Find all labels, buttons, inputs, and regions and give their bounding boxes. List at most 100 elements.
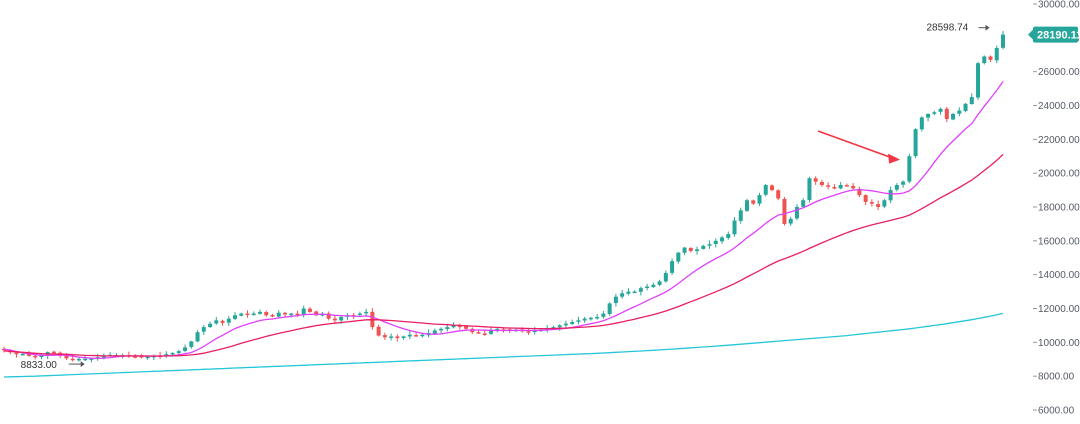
candle-body <box>20 353 25 356</box>
candle-body <box>844 185 849 187</box>
candle-body <box>769 185 774 191</box>
candle-body <box>963 103 968 112</box>
candle-body <box>751 200 756 204</box>
y-tick-label: 24000.00 <box>1038 101 1080 112</box>
candle-body <box>532 330 537 332</box>
low-price-label: 8833.00 <box>21 360 58 371</box>
candle-body <box>832 187 837 189</box>
candle-body <box>51 351 56 354</box>
candle-body <box>926 113 931 118</box>
candle-body <box>39 355 44 358</box>
candle-body <box>89 358 94 360</box>
last-price-label: 28190.11 <box>1037 30 1080 42</box>
candle-body <box>645 286 650 289</box>
candle-body <box>732 220 737 235</box>
candle-body <box>476 332 481 334</box>
candle-body <box>651 284 656 287</box>
candle-body <box>957 110 962 114</box>
candle-body <box>938 108 943 112</box>
candle-body <box>720 237 725 242</box>
candle-body <box>289 313 294 316</box>
candle-body <box>969 97 974 105</box>
candle-body <box>663 272 668 282</box>
candle-body <box>282 312 287 315</box>
candle-body <box>414 335 419 337</box>
candle-body <box>613 296 618 303</box>
candle-body <box>676 252 681 262</box>
candle-body <box>782 198 787 224</box>
candle-body <box>913 129 918 157</box>
candle-body <box>838 185 843 189</box>
candle-body <box>876 204 881 207</box>
candle-body <box>214 320 219 324</box>
candle-body <box>389 336 394 338</box>
candle-body <box>101 355 106 358</box>
candle-body <box>439 328 444 331</box>
candle-body <box>357 313 362 316</box>
candle-body <box>570 322 575 324</box>
candle-body <box>76 358 81 361</box>
candle-body <box>757 195 762 204</box>
candle-body <box>776 190 781 199</box>
y-tick-label: 10000.00 <box>1038 338 1080 349</box>
candle-body <box>326 313 331 319</box>
candle-body <box>14 352 19 355</box>
candle-body <box>432 330 437 334</box>
candle-body <box>638 288 643 292</box>
candle-body <box>245 313 250 316</box>
candle-body <box>794 207 799 219</box>
candle-body <box>919 117 924 130</box>
candle-body <box>707 244 712 246</box>
candle-body <box>170 352 175 355</box>
candle-body <box>70 358 75 361</box>
candle-body <box>626 291 631 294</box>
candle-body <box>863 195 868 202</box>
candle-body <box>420 334 425 337</box>
candle-body <box>607 303 612 314</box>
candle-body <box>851 185 856 189</box>
candle-body <box>763 185 768 195</box>
y-tick-label: 14000.00 <box>1038 270 1080 281</box>
moving-average-line-1 <box>3 81 1004 360</box>
candle-body <box>976 63 981 98</box>
candle-body <box>944 108 949 120</box>
candle-body <box>882 200 887 207</box>
candle-body <box>83 358 88 361</box>
y-tick-label: 22000.00 <box>1038 135 1080 146</box>
candle-body <box>888 190 893 201</box>
candle-body <box>464 326 469 329</box>
candle-body <box>801 200 806 207</box>
candle-body <box>495 328 500 331</box>
candle-body <box>133 356 138 358</box>
candle-body <box>145 356 150 359</box>
high-label-arrowhead <box>985 24 990 31</box>
candle-body <box>301 308 306 315</box>
candle-body <box>257 311 262 314</box>
candle-body <box>557 325 562 328</box>
y-tick-label: 20000.00 <box>1038 169 1080 180</box>
candle-body <box>713 240 718 244</box>
y-tick-label: 30000.00 <box>1038 0 1080 11</box>
candle-body <box>982 56 987 64</box>
candle-body <box>632 291 637 294</box>
candle-body <box>988 56 993 60</box>
candle-body <box>682 247 687 253</box>
candle-body <box>526 331 531 333</box>
candle-body <box>376 326 381 336</box>
candle-body <box>251 313 256 316</box>
high-price-label: 28598.74 <box>927 23 969 34</box>
candle-body <box>807 178 812 200</box>
candle-body <box>401 336 406 338</box>
candle-body <box>745 200 750 211</box>
candle-body <box>701 245 706 249</box>
candle-body <box>994 47 999 61</box>
y-axis[interactable]: 6000.00 8000.00 10000.00 12000.00 14000.00 16… <box>1033 0 1080 417</box>
candle-body <box>588 317 593 320</box>
moving-average-line-2 <box>3 153 1004 357</box>
candle-body <box>670 261 675 273</box>
candle-body <box>233 315 238 319</box>
candle-body <box>176 351 181 354</box>
annotation-arrow-head <box>888 153 901 164</box>
